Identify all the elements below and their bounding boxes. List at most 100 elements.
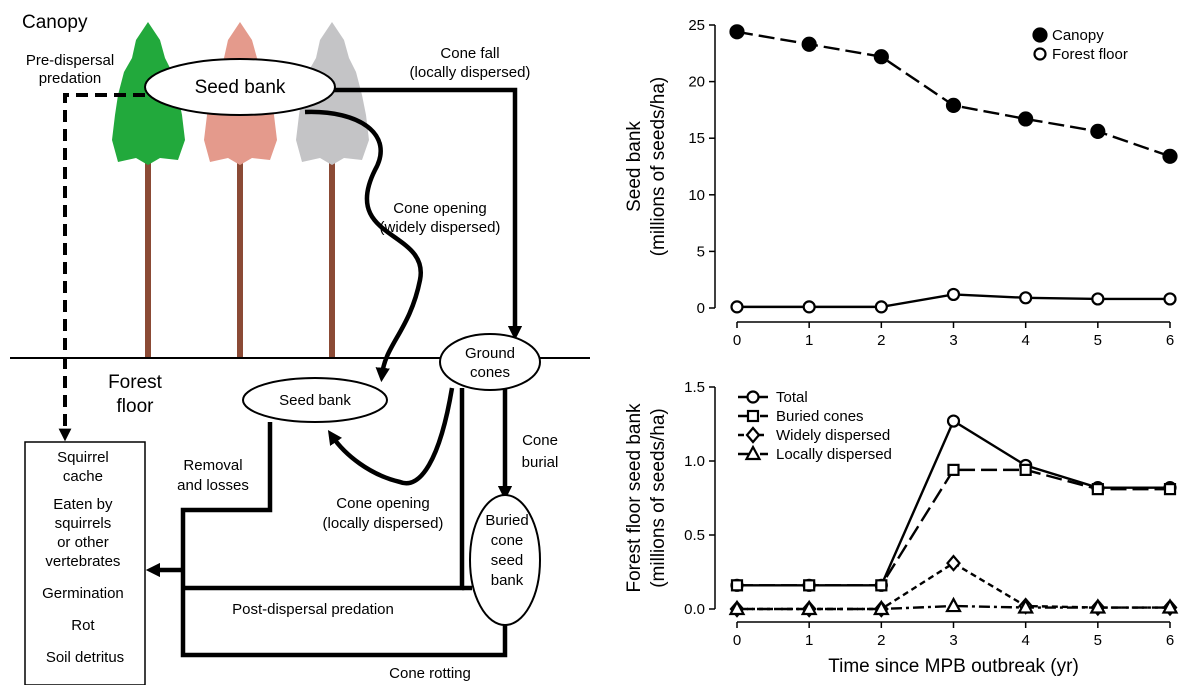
x-tick-label: 6 [1166,332,1174,349]
legend-label: Total [776,389,808,406]
label-line: (locally dispersed) [410,64,531,81]
label: Cone burial [522,432,559,471]
x-tick-label: 5 [1094,632,1102,649]
marker [1164,150,1177,163]
x-tick-label: 1 [805,332,813,349]
label-line: Germination [42,585,124,602]
label: Seed bank [279,392,351,409]
marker [731,25,744,38]
y-axis-label: Seed bank(millions of seeds/ha) [624,77,669,257]
legend-label: Buried cones [776,408,864,425]
marker [948,556,960,570]
y-tick-label: 0.0 [684,601,705,618]
marker [804,301,815,312]
trunk [145,150,151,358]
marker [1093,484,1103,494]
marker [1165,293,1176,304]
x-tick-label: 4 [1021,632,1029,649]
label-line: cones [470,364,510,381]
label-line: and losses [177,477,249,494]
y-axis-label-line: Seed bank [624,121,645,212]
label: Cone opening (locally dispersed) [323,495,444,532]
y-tick-label: 0.5 [684,527,705,544]
label-line: Cone fall [440,45,499,62]
label-line: cone [491,532,524,549]
x-tick-label: 5 [1094,332,1102,349]
x-tick-label: 4 [1021,332,1029,349]
label: Cone rotting [389,665,471,682]
trunk [329,150,335,358]
y-axis-label-line: (millions of seeds/ha) [648,77,669,257]
label-line: Pre-dispersal [26,52,114,69]
marker [804,580,814,590]
label-line: bank [491,572,524,589]
marker [748,392,759,403]
x-tick-label: 1 [805,632,813,649]
marker [948,416,959,427]
marker [949,465,959,475]
label-line: Rot [71,617,95,634]
label-line: Forest [108,372,163,393]
x-axis-label: Time since MPB outbreak (yr) [828,656,1079,677]
x-tick-label: 6 [1166,632,1174,649]
label-line: Cone opening [393,200,486,217]
x-tick-label: 0 [733,632,741,649]
label: Cone opening(widely dispersed) [380,200,501,236]
x-tick-label: 0 [733,332,741,349]
marker [1021,465,1031,475]
y-tick-label: 20 [688,74,705,91]
y-tick-label: 25 [688,17,705,34]
marker [748,411,758,421]
figure: Canopy Pre-dispersalpredation Seed bank … [0,0,1181,685]
label-line: Ground [465,345,515,362]
legend-label: Canopy [1052,27,1104,44]
marker [732,580,742,590]
y-tick-label: 5 [697,243,705,260]
marker [875,50,888,63]
marker [1092,293,1103,304]
marker [747,428,759,442]
label-line: Removal [183,457,242,474]
label-line: Buried [485,512,528,529]
label-line: Cone opening [336,495,429,512]
label: Post-dispersal predation [232,601,394,618]
trunk [237,150,243,358]
label-line: Squirrel [57,449,109,466]
label-line: Eaten by [53,496,113,513]
label: Removal and losses [177,457,249,494]
marker [947,99,960,112]
legend-label: Forest floor [1052,46,1128,63]
marker [948,289,959,300]
label-line: Soil detritus [46,649,124,666]
marker [732,301,743,312]
label: Cone fall (locally dispersed) [410,45,531,81]
x-tick-label: 2 [877,632,885,649]
legend-label: Widely dispersed [776,427,890,444]
label-line: squirrels [55,515,112,532]
label-line: (locally dispersed) [323,515,444,532]
marker [803,38,816,51]
y-tick-label: 1.0 [684,453,705,470]
marker [876,580,886,590]
label: Canopy [22,12,88,33]
label-line: burial [522,454,559,471]
y-tick-label: 15 [688,130,705,147]
label-line: or other [57,534,109,551]
marker [1165,484,1175,494]
legend-label: Locally dispersed [776,446,892,463]
x-tick-label: 3 [949,332,957,349]
label-line: cache [63,468,103,485]
marker [1034,29,1047,42]
marker [1091,125,1104,138]
label-line: seed [491,552,524,569]
y-axis-label-line: (millions of seeds/ha) [648,408,669,588]
y-axis-label-line: Forest floor seed bank [624,403,645,593]
y-tick-label: 10 [688,187,705,204]
marker [1019,112,1032,125]
y-axis-label: Forest floor seed bank(millions of seeds… [624,403,669,593]
label-line: vertebrates [45,553,120,570]
label-line: Cone [522,432,558,449]
